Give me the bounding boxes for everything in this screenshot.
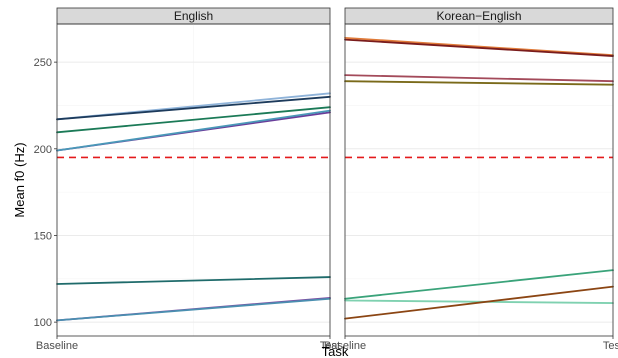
series-line bbox=[56, 276, 331, 285]
series-line bbox=[344, 269, 614, 300]
y-tick-label: 200 bbox=[34, 144, 52, 156]
x-tick-label: Test bbox=[603, 340, 618, 352]
series-line bbox=[344, 36, 614, 57]
panel-2: Korean−English Baseline Test bbox=[324, 7, 618, 352]
series-line bbox=[344, 74, 614, 83]
series-line bbox=[56, 109, 331, 152]
panel-border bbox=[56, 23, 331, 337]
y-tick-label: 150 bbox=[34, 230, 52, 242]
panel-1: English Baseline Test bbox=[36, 7, 340, 352]
x-tick-label: Baseline bbox=[36, 340, 78, 352]
panel-strip-title: English bbox=[174, 9, 213, 23]
panel-border bbox=[344, 23, 614, 337]
series-line bbox=[56, 95, 331, 121]
y-tick-label: 100 bbox=[34, 317, 52, 329]
panel-strip-title: Korean−English bbox=[436, 9, 521, 23]
series-line bbox=[56, 297, 331, 322]
y-axis-title: Mean f0 (Hz) bbox=[12, 142, 27, 217]
x-tick-label: Test bbox=[320, 340, 340, 352]
x-axis-title: Task bbox=[322, 344, 349, 358]
series-line bbox=[344, 38, 614, 57]
series-line bbox=[344, 80, 614, 86]
y-tick-label: 250 bbox=[34, 57, 52, 69]
x-tick-label: Baseline bbox=[324, 340, 366, 352]
series-line bbox=[344, 285, 614, 320]
series-line bbox=[56, 106, 331, 134]
y-axis: 100 150 200 250 bbox=[34, 57, 57, 329]
